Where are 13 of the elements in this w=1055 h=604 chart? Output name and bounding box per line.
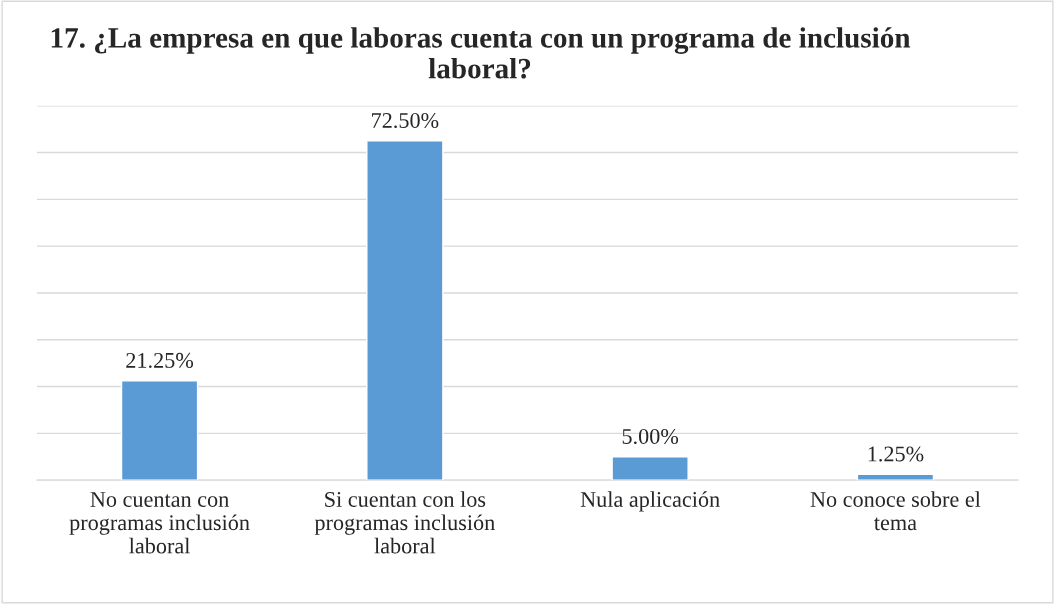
x-tick-label: Si cuentan con los programas inclusión laboral: [314, 491, 495, 554]
bar: [856, 473, 935, 481]
data-label: 5.00%: [622, 428, 679, 445]
data-label: 72.50%: [372, 112, 439, 129]
bar: [366, 140, 444, 481]
data-label: 1.25%: [868, 446, 924, 462]
data-label: 21.25%: [126, 352, 194, 368]
bar: [120, 380, 199, 481]
x-tick-label: No cuentan con programas inclusión laboral: [69, 492, 250, 554]
x-tick-label: No conoce sobre el tema: [810, 491, 981, 531]
bar: [611, 456, 689, 481]
chart-title: 17. ¿La empresa en que laboras cuenta con un programa de inclusión laboral?: [51, 27, 911, 79]
x-tick-label: Nula aplicación: [580, 491, 720, 512]
